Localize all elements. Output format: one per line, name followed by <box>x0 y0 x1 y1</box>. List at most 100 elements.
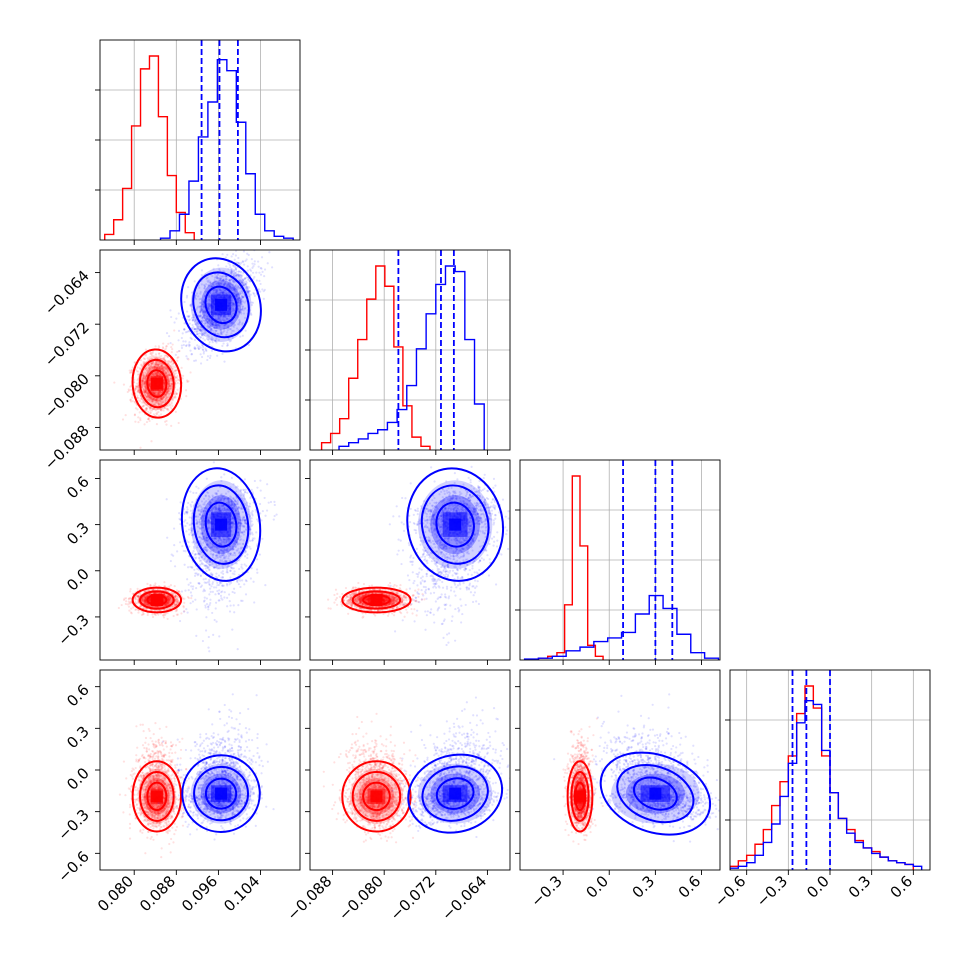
scatter-point <box>244 277 247 280</box>
scatter-point <box>167 386 171 389</box>
scatter-point <box>154 345 157 348</box>
scatter-point <box>139 446 142 449</box>
scatter-point <box>239 310 242 314</box>
scatter-point <box>137 389 140 392</box>
scatter-point <box>160 362 163 365</box>
scatter-point <box>134 387 137 390</box>
scatter-point <box>221 352 224 355</box>
scatter-point <box>155 393 158 396</box>
scatter-point <box>152 355 155 358</box>
scatter-point <box>211 337 214 340</box>
scatter-point <box>207 304 210 307</box>
scatter-point <box>170 364 173 367</box>
scatter-point <box>153 364 156 368</box>
scatter-point <box>164 371 168 374</box>
scatter-point <box>140 379 143 382</box>
scatter-point <box>161 367 164 370</box>
scatter-point <box>124 597 128 600</box>
scatter-point <box>224 256 228 259</box>
scatter-point <box>153 392 156 395</box>
scatter-point <box>154 409 157 412</box>
scatter-point <box>144 407 148 410</box>
scatter-point <box>242 309 245 312</box>
scatter-point <box>157 402 160 405</box>
scatter-point <box>202 300 205 304</box>
scatter-point <box>152 391 155 395</box>
scatter-point <box>167 387 170 390</box>
scatter-point <box>142 362 145 365</box>
scatter-point <box>157 360 160 364</box>
scatter-point <box>163 365 166 368</box>
scatter-point <box>167 409 170 412</box>
scatter-point <box>144 375 147 378</box>
scatter-point <box>199 346 202 349</box>
scatter-point <box>168 392 171 395</box>
scatter-point <box>136 391 139 394</box>
scatter-point <box>142 382 146 385</box>
scatter-point <box>237 304 240 307</box>
scatter-point <box>219 275 222 278</box>
scatter-point <box>153 392 156 396</box>
scatter-point <box>143 383 146 386</box>
scatter-point <box>147 395 150 398</box>
scatter-point <box>238 296 241 300</box>
scatter-point <box>163 366 166 370</box>
scatter-point <box>137 416 140 419</box>
scatter-point <box>211 324 214 327</box>
scatter-point <box>167 372 170 375</box>
scatter-point <box>159 391 162 394</box>
scatter-point <box>147 417 151 420</box>
scatter-point <box>135 595 139 598</box>
scatter-point <box>161 398 164 401</box>
scatter-point <box>143 393 146 397</box>
scatter-point <box>245 258 248 261</box>
scatter-point <box>249 539 252 542</box>
scatter-point <box>145 396 148 399</box>
scatter-point <box>124 602 127 606</box>
scatter-point <box>199 328 202 332</box>
scatter-point <box>160 396 163 400</box>
scatter-point <box>159 399 162 402</box>
scatter-point <box>154 363 157 366</box>
scatter-point <box>142 357 145 360</box>
scatter-point <box>217 317 220 320</box>
scatter-point <box>197 334 201 338</box>
scatter-point <box>163 367 167 370</box>
scatter-point <box>141 383 145 386</box>
scatter-point <box>141 381 144 384</box>
scatter-point <box>156 371 160 375</box>
scatter-point <box>192 315 195 319</box>
scatter-point <box>271 266 274 269</box>
scatter-point <box>175 392 178 395</box>
scatter-point <box>223 278 226 281</box>
scatter-point <box>164 398 167 401</box>
scatter-point <box>166 377 169 380</box>
scatter-point <box>178 349 181 353</box>
scatter-point <box>164 397 168 400</box>
scatter-point <box>210 338 213 342</box>
scatter-point <box>229 266 232 269</box>
scatter-point <box>148 366 151 370</box>
panel-content <box>100 40 300 240</box>
scatter-point <box>171 398 174 401</box>
scatter-point <box>164 393 168 396</box>
scatter-point <box>187 358 190 361</box>
scatter-point <box>162 395 165 398</box>
scatter-point <box>256 260 260 263</box>
scatter-point <box>216 332 220 336</box>
scatter-point <box>148 357 152 361</box>
scatter-point <box>142 404 146 407</box>
scatter-point <box>135 382 139 385</box>
scatter-point <box>243 316 247 319</box>
scatter-point <box>160 364 163 368</box>
scatter-point <box>155 374 159 377</box>
scatter-point <box>200 321 203 324</box>
scatter-point <box>140 379 144 382</box>
scatter-point <box>208 310 211 313</box>
scatter-point <box>147 364 151 367</box>
scatter-point <box>215 341 218 344</box>
scatter-point <box>225 323 228 326</box>
scatter-point <box>232 302 235 305</box>
scatter-point <box>187 286 190 289</box>
scatter-point <box>137 370 140 373</box>
